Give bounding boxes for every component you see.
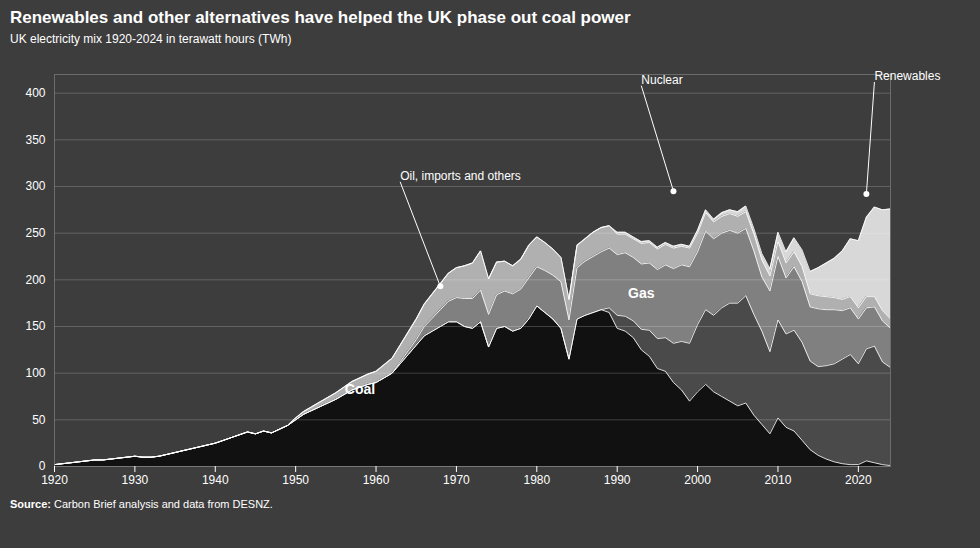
svg-text:100: 100: [25, 366, 45, 380]
html-text:UK electricity mix 1920-2024 i: UK electricity mix 1920-2024 in terawatt…: [10, 32, 292, 46]
svg-text:200: 200: [25, 273, 45, 287]
svg-text:1940: 1940: [202, 473, 229, 487]
svg-text:350: 350: [25, 133, 45, 147]
svg-text:2020: 2020: [845, 473, 872, 487]
svg-text:1970: 1970: [443, 473, 470, 487]
svg-text:Gas: Gas: [628, 285, 655, 301]
svg-text:400: 400: [25, 86, 45, 100]
svg-text:1930: 1930: [122, 473, 149, 487]
svg-text:50: 50: [32, 413, 46, 427]
svg-text:Renewables: Renewables: [874, 69, 940, 83]
svg-text:300: 300: [25, 179, 45, 193]
svg-text:250: 250: [25, 226, 45, 240]
svg-text:Coal: Coal: [345, 381, 375, 397]
svg-text:Nuclear: Nuclear: [641, 73, 682, 87]
svg-text:2010: 2010: [765, 473, 792, 487]
svg-text:Oil, imports and others: Oil, imports and others: [400, 169, 521, 183]
svg-text:1920: 1920: [41, 473, 68, 487]
svg-text:0: 0: [39, 459, 46, 473]
svg-text:150: 150: [25, 319, 45, 333]
svg-text:1990: 1990: [604, 473, 631, 487]
svg-text:1950: 1950: [282, 473, 309, 487]
html-text:Source: Carbon Brief analysis: Source: Carbon Brief analysis and data f…: [10, 498, 273, 510]
svg-text:2000: 2000: [684, 473, 711, 487]
html-text:Renewables and other alternati: Renewables and other alternatives have h…: [10, 8, 631, 27]
svg-text:1980: 1980: [523, 473, 550, 487]
svg-text:1960: 1960: [363, 473, 390, 487]
